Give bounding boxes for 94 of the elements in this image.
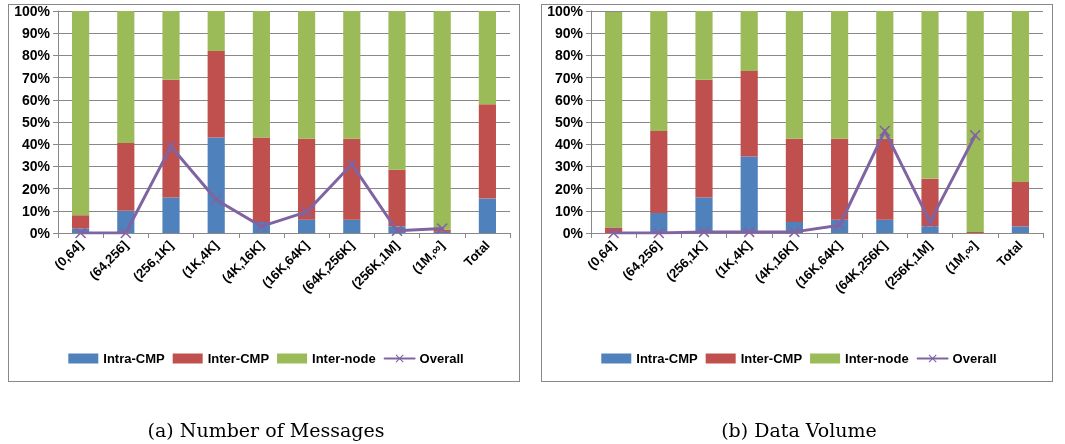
bar <box>298 219 316 233</box>
legend-label: Inter-CMP <box>207 351 270 366</box>
bar <box>876 11 894 139</box>
point <box>879 125 891 137</box>
y-tick-label: 80% <box>21 47 51 64</box>
y-tick-label: 80% <box>554 47 584 64</box>
point <box>165 140 177 152</box>
y-tick-label: 60% <box>21 91 51 108</box>
bar <box>343 138 361 220</box>
bar <box>695 11 713 80</box>
bar <box>388 169 406 227</box>
y-tick-label: 10% <box>554 202 584 219</box>
y-tick-label: 50% <box>554 114 584 130</box>
bar <box>207 137 225 233</box>
bar <box>343 11 361 139</box>
bar <box>1011 11 1029 182</box>
y-tick-label: 90% <box>21 25 51 42</box>
bar <box>740 11 758 71</box>
y-tick-label: 30% <box>554 158 584 175</box>
y-tick-label: 70% <box>554 69 584 86</box>
point <box>653 227 665 239</box>
bar <box>162 197 180 233</box>
bar <box>831 11 849 139</box>
bar <box>298 138 316 220</box>
point <box>391 225 403 237</box>
bar <box>1011 181 1029 227</box>
legend-label: Inter-node <box>845 351 909 366</box>
bar <box>433 11 451 230</box>
bar <box>785 11 803 139</box>
legend-label: Overall <box>419 351 464 366</box>
y-tick-label: 60% <box>554 91 584 108</box>
bar <box>650 11 668 131</box>
y-tick-label: 40% <box>554 136 584 153</box>
bar <box>740 156 758 233</box>
bar <box>388 11 406 170</box>
bar <box>876 138 894 220</box>
bar <box>478 104 496 199</box>
bar <box>831 138 849 220</box>
point <box>75 227 87 239</box>
y-tick-label: 100% <box>547 3 584 19</box>
text: (a) Number of Messages <box>147 418 385 441</box>
bar <box>252 137 270 222</box>
bar <box>162 79 180 198</box>
text: (b) Data Volume <box>721 418 877 441</box>
point <box>210 194 222 206</box>
point <box>743 226 755 238</box>
y-tick-label: 20% <box>21 180 51 197</box>
point <box>120 227 132 239</box>
bar <box>695 79 713 198</box>
y-tick-label: 50% <box>21 114 51 130</box>
bar <box>72 11 90 216</box>
bar <box>876 219 894 233</box>
bar <box>650 130 668 214</box>
legend-label: Intra-CMP <box>636 351 699 366</box>
y-tick-label: 0% <box>562 225 584 241</box>
y-tick-label: 30% <box>21 158 51 175</box>
legend-label: Inter-CMP <box>740 351 803 366</box>
bar <box>740 70 758 157</box>
bar <box>207 11 225 51</box>
point <box>788 226 800 238</box>
bar <box>298 11 316 139</box>
point <box>436 223 448 235</box>
y-tick-label: 10% <box>21 202 51 219</box>
bar <box>921 11 939 179</box>
bar <box>921 226 939 233</box>
y-tick-label: 40% <box>21 136 51 153</box>
bar <box>252 11 270 138</box>
point <box>346 158 358 170</box>
point <box>301 206 313 218</box>
bar <box>343 219 361 233</box>
bar <box>478 11 496 105</box>
point <box>969 129 981 141</box>
y-tick-label: 70% <box>21 69 51 86</box>
y-tick-label: 90% <box>554 25 584 42</box>
y-tick-label: 0% <box>29 225 51 241</box>
bar <box>1011 226 1029 233</box>
bar <box>695 197 713 233</box>
legend-label: Overall <box>952 351 997 366</box>
bar <box>966 11 984 232</box>
legend-label: Intra-CMP <box>103 351 166 366</box>
bar <box>162 11 180 80</box>
point <box>698 226 710 238</box>
bar <box>605 12 623 228</box>
point <box>608 227 620 239</box>
bar <box>72 215 90 229</box>
y-tick-label: 100% <box>14 3 51 19</box>
y-tick-label: 20% <box>554 180 584 197</box>
bar <box>117 143 135 211</box>
bar <box>478 198 496 233</box>
bar <box>207 50 225 138</box>
legend-label: Inter-node <box>312 351 376 366</box>
point <box>924 216 936 228</box>
bar <box>785 138 803 222</box>
bar <box>117 11 135 144</box>
